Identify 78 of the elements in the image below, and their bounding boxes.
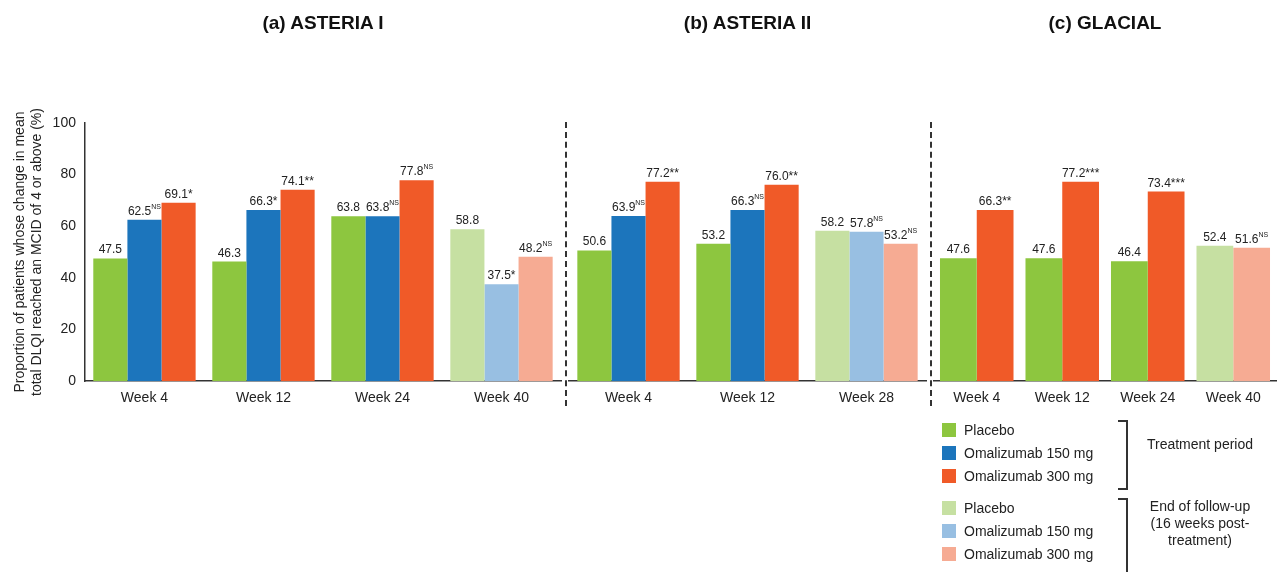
bar xyxy=(484,284,519,382)
bar xyxy=(93,258,128,382)
y-axis-title: Proportion of patients whose change in mean total DLQI reached an MCID of 4 or above (%) xyxy=(11,108,45,396)
data-label: 77.2*** xyxy=(1061,165,1100,180)
y-tick-label: 80 xyxy=(60,165,77,182)
bar xyxy=(246,209,281,382)
legend-label: Omalizumab 300 mg xyxy=(963,466,1094,486)
data-label: 66.3* xyxy=(249,193,278,208)
bar xyxy=(611,216,646,382)
text: End of follow-up (16 weeks post-treatment) xyxy=(1148,498,1252,549)
bar xyxy=(212,261,247,382)
data-label: 58.2 xyxy=(820,214,845,229)
data-label: 47.5 xyxy=(98,242,123,257)
data-label: 58.8 xyxy=(455,213,480,228)
data-label: 76.0** xyxy=(765,168,799,183)
bar xyxy=(331,216,366,382)
x-tick-label: Week 24 xyxy=(354,389,411,406)
bar xyxy=(127,219,162,382)
bar xyxy=(577,250,612,382)
text: Placebo xyxy=(964,499,1015,516)
x-tick-label: Week 40 xyxy=(473,389,530,406)
bar xyxy=(1062,181,1100,382)
bar xyxy=(730,209,765,382)
data-label: 47.6 xyxy=(946,242,971,257)
legend-label: Omalizumab 150 mg xyxy=(963,443,1094,463)
data-label: 63.8 xyxy=(336,200,361,215)
bar xyxy=(450,229,485,382)
data-label: 37.5* xyxy=(487,268,516,283)
data-label: 69.1* xyxy=(164,186,193,201)
bar xyxy=(883,243,918,382)
data-label: 77.2** xyxy=(646,165,680,180)
bar xyxy=(1196,245,1234,382)
bar xyxy=(764,184,799,382)
data-label: 53.2 xyxy=(701,227,726,242)
bar xyxy=(280,189,315,382)
y-tick-label: 60 xyxy=(60,217,77,234)
bar xyxy=(939,258,977,382)
x-tick-label: Week 12 xyxy=(235,389,292,406)
data-label: 52.4 xyxy=(1203,229,1227,244)
legend-label: Placebo xyxy=(963,420,1016,440)
bar xyxy=(1110,261,1148,382)
bar xyxy=(1233,247,1271,382)
y-tick-label: 20 xyxy=(60,320,77,337)
bar xyxy=(1025,258,1063,382)
x-tick-label: Week 24 xyxy=(1120,389,1176,406)
data-label: 73.4*** xyxy=(1147,175,1186,190)
bar xyxy=(849,231,884,382)
text: Omalizumab 300 mg xyxy=(964,545,1094,562)
y-tick-label: 0 xyxy=(68,372,77,389)
bar xyxy=(161,202,196,382)
bar xyxy=(1147,191,1185,382)
text: Omalizumab 150 mg xyxy=(964,522,1094,539)
bar xyxy=(399,180,434,382)
bar xyxy=(518,256,553,382)
x-tick-label: Week 40 xyxy=(1205,389,1261,406)
bar xyxy=(696,243,731,382)
data-label: 46.3 xyxy=(217,245,242,260)
bar xyxy=(976,209,1014,382)
y-tick-label: 100 xyxy=(52,113,77,130)
bar xyxy=(815,230,850,382)
chart-title: (a) ASTERIA I xyxy=(262,11,384,33)
text: Treatment period xyxy=(1145,436,1255,453)
bar xyxy=(645,181,680,382)
data-label: 46.4 xyxy=(1117,245,1142,260)
x-tick-label: Week 4 xyxy=(120,389,169,406)
data-label: 74.1** xyxy=(281,173,315,188)
x-tick-label: Week 4 xyxy=(604,389,653,406)
x-tick-label: Week 4 xyxy=(953,389,1001,406)
bar xyxy=(365,216,400,382)
data-label: 50.6 xyxy=(582,234,607,249)
data-label: 66.3** xyxy=(978,193,1012,208)
chart-title: (b) ASTERIA II xyxy=(683,11,812,33)
x-tick-label: Week 12 xyxy=(720,389,776,406)
chart-title: (c) GLACIAL xyxy=(1048,11,1162,33)
y-tick-label: 40 xyxy=(60,268,77,285)
data-label: 47.6 xyxy=(1032,242,1056,257)
x-tick-label: Week 28 xyxy=(839,389,895,406)
x-tick-label: Week 12 xyxy=(1034,389,1090,406)
